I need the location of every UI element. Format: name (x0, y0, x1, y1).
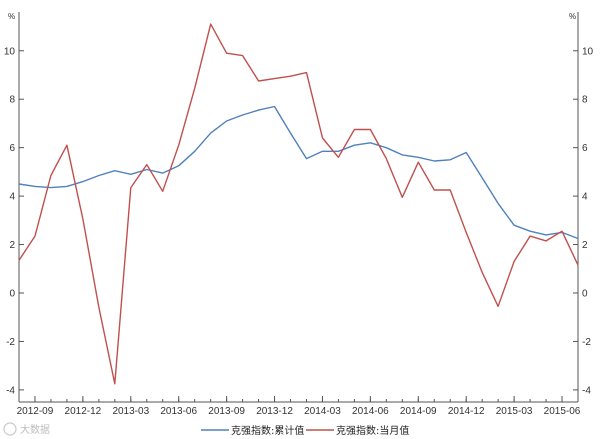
y-tick-label-right: 8 (582, 95, 588, 106)
y-tick-label-right: -4 (582, 385, 591, 396)
y-tick-label-left: 10 (4, 46, 16, 57)
y-tick-label-right: 2 (582, 240, 588, 251)
series-line-2 (18, 23, 579, 385)
y-tick-label-left: -4 (6, 385, 15, 396)
x-tick-label: 2012-12 (65, 406, 102, 417)
y-tick-label-right: 6 (582, 143, 588, 154)
watermark: 大数据 (3, 422, 50, 436)
x-tick-label: 2014-12 (448, 406, 485, 417)
x-tick-label: 2013-03 (112, 406, 149, 417)
legend-label-2: 克强指数:当月值 (336, 424, 409, 437)
y-unit-left: % (8, 12, 15, 21)
x-tick-label: 2014-06 (352, 406, 389, 417)
x-tick-label: 2014-03 (304, 406, 341, 417)
y-tick-label-left: 2 (9, 240, 15, 251)
y-tick-label-right: 10 (582, 46, 594, 57)
watermark-logo-icon (3, 422, 17, 436)
y-tick-label-left: -2 (6, 337, 15, 348)
y-tick-label-left: 0 (9, 288, 15, 299)
series-line-1 (18, 105, 579, 240)
y-tick-label-right: 0 (582, 288, 588, 299)
x-tick-label: 2014-09 (400, 406, 437, 417)
x-tick-label: 2013-06 (160, 406, 197, 417)
legend-label-1: 克强指数:累计值 (231, 424, 304, 437)
x-tick-label: 2015-06 (544, 406, 581, 417)
y-tick-label-left: 4 (9, 192, 15, 203)
x-tick-label: 2015-03 (496, 406, 533, 417)
y-tick-label-left: 6 (9, 143, 15, 154)
x-tick-label: 2013-09 (208, 406, 245, 417)
x-tick-label: 2012-09 (17, 406, 54, 417)
y-unit-right: % (569, 12, 576, 21)
x-tick-label: 2013-12 (256, 406, 293, 417)
y-tick-label-right: 4 (582, 192, 588, 203)
y-tick-label-left: 8 (9, 95, 15, 106)
y-tick-label-right: -2 (582, 337, 591, 348)
watermark-text: 大数据 (20, 423, 50, 436)
